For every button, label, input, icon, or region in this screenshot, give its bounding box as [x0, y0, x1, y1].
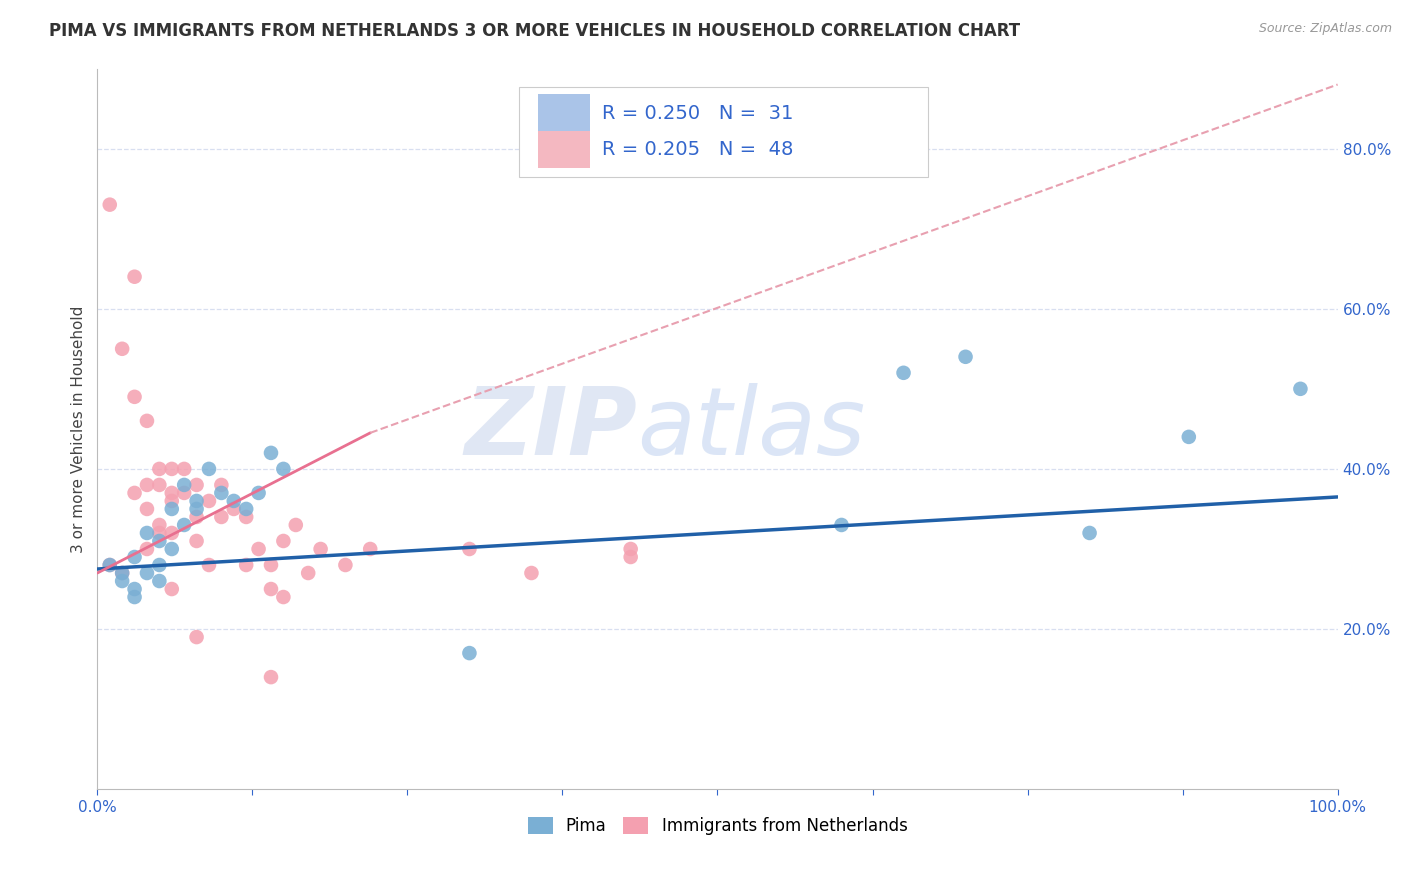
Text: Source: ZipAtlas.com: Source: ZipAtlas.com	[1258, 22, 1392, 36]
Point	[136, 414, 159, 428]
Point	[247, 486, 270, 500]
Point	[160, 462, 183, 476]
Point	[620, 549, 643, 564]
Point	[893, 366, 915, 380]
Point	[186, 478, 208, 492]
Point	[186, 510, 208, 524]
Point	[222, 494, 245, 508]
Point	[284, 518, 307, 533]
Point	[124, 269, 146, 284]
FancyBboxPatch shape	[537, 95, 589, 132]
Point	[186, 630, 208, 644]
Point	[1178, 430, 1201, 444]
Point	[136, 526, 159, 541]
Point	[136, 478, 159, 492]
Point	[148, 558, 170, 572]
Point	[1078, 526, 1101, 541]
Point	[160, 582, 183, 596]
Point	[186, 494, 208, 508]
Point	[1289, 382, 1312, 396]
Point	[235, 502, 257, 516]
Point	[173, 486, 195, 500]
Text: R = 0.205   N =  48: R = 0.205 N = 48	[602, 140, 793, 159]
Point	[148, 526, 170, 541]
Point	[160, 494, 183, 508]
Point	[260, 670, 283, 684]
Point	[831, 518, 853, 533]
Point	[260, 558, 283, 572]
Point	[955, 350, 977, 364]
Point	[148, 533, 170, 548]
Point	[98, 558, 121, 572]
Point	[458, 541, 481, 556]
Point	[148, 462, 170, 476]
Point	[98, 197, 121, 211]
Point	[335, 558, 357, 572]
Point	[173, 462, 195, 476]
Point	[111, 574, 134, 588]
Point	[222, 502, 245, 516]
Point	[124, 549, 146, 564]
Point	[209, 510, 232, 524]
Point	[620, 541, 643, 556]
Point	[136, 566, 159, 580]
Point	[273, 462, 295, 476]
Point	[309, 541, 332, 556]
Point	[124, 590, 146, 604]
Point	[209, 478, 232, 492]
Point	[111, 342, 134, 356]
Point	[124, 582, 146, 596]
Point	[124, 486, 146, 500]
Point	[273, 533, 295, 548]
Point	[136, 541, 159, 556]
Point	[520, 566, 543, 580]
Point	[111, 566, 134, 580]
Text: ZIP: ZIP	[464, 383, 637, 475]
Point	[124, 390, 146, 404]
Point	[148, 574, 170, 588]
Legend: Pima, Immigrants from Netherlands: Pima, Immigrants from Netherlands	[527, 817, 907, 835]
Text: PIMA VS IMMIGRANTS FROM NETHERLANDS 3 OR MORE VEHICLES IN HOUSEHOLD CORRELATION : PIMA VS IMMIGRANTS FROM NETHERLANDS 3 OR…	[49, 22, 1021, 40]
Point	[235, 558, 257, 572]
Point	[148, 478, 170, 492]
Point	[136, 502, 159, 516]
Text: R = 0.250   N =  31: R = 0.250 N = 31	[602, 103, 793, 123]
Point	[198, 462, 221, 476]
Point	[260, 582, 283, 596]
Y-axis label: 3 or more Vehicles in Household: 3 or more Vehicles in Household	[72, 305, 86, 552]
Point	[198, 558, 221, 572]
Point	[98, 558, 121, 572]
Point	[173, 478, 195, 492]
Point	[160, 541, 183, 556]
Point	[273, 590, 295, 604]
Point	[247, 541, 270, 556]
FancyBboxPatch shape	[537, 130, 589, 168]
Point	[186, 533, 208, 548]
Point	[297, 566, 319, 580]
Point	[458, 646, 481, 660]
Point	[359, 541, 381, 556]
Point	[173, 518, 195, 533]
Point	[160, 526, 183, 541]
Point	[235, 510, 257, 524]
FancyBboxPatch shape	[519, 87, 928, 177]
Point	[160, 486, 183, 500]
Text: atlas: atlas	[637, 384, 865, 475]
Point	[209, 486, 232, 500]
Point	[260, 446, 283, 460]
Point	[160, 502, 183, 516]
Point	[198, 494, 221, 508]
Point	[148, 518, 170, 533]
Point	[111, 566, 134, 580]
Point	[186, 502, 208, 516]
